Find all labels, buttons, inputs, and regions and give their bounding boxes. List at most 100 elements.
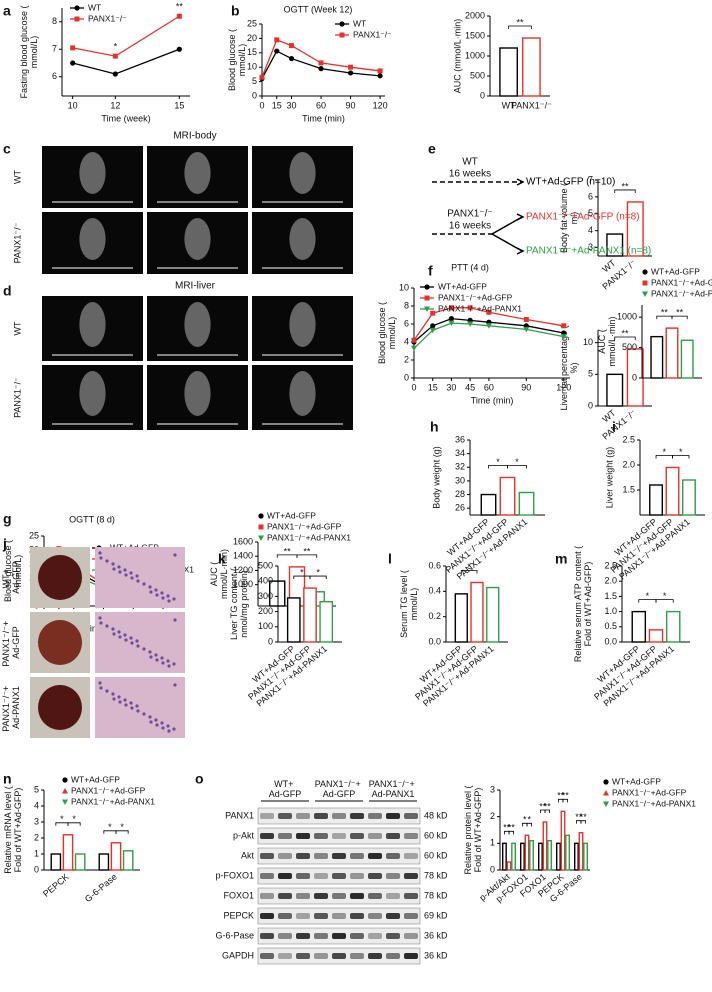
x-tick-label: 120 [373, 100, 388, 110]
bar [574, 842, 579, 871]
y-tick-label: 4 [404, 336, 409, 346]
row-label: p-Akt [233, 830, 255, 840]
significance: ** [562, 791, 570, 801]
data-point [430, 323, 436, 329]
nucleus [111, 562, 115, 566]
row-label: GAPDH [222, 950, 254, 960]
row-label: WT [12, 170, 22, 184]
blot-band [314, 833, 328, 839]
blot-band [350, 833, 364, 839]
nucleus [112, 697, 116, 701]
nucleus [99, 556, 103, 560]
size-label: 60 kD [424, 850, 448, 860]
nucleus [161, 661, 165, 665]
y-axis-label: Blood glucose (mmol/L) [377, 302, 397, 364]
blot-band [332, 833, 346, 839]
bar [650, 335, 664, 379]
bar [606, 373, 624, 407]
bar [499, 47, 518, 97]
significance-bracket [507, 465, 527, 469]
y-tick-label: 1400 [233, 551, 253, 561]
blot-band [278, 873, 292, 879]
nucleus [160, 721, 164, 725]
bar [665, 327, 679, 379]
blot-band [386, 893, 400, 899]
data-point [448, 305, 454, 311]
nucleus [154, 653, 158, 657]
group-name: PANX1⁻/⁻ [447, 209, 492, 220]
blot-band [260, 933, 274, 939]
y-tick-label: 5 [34, 784, 39, 794]
blot-band [296, 813, 310, 819]
legend-label: PANX1⁻/⁻+Ad-PANX1 [71, 796, 155, 806]
bar [480, 493, 497, 516]
bar [682, 479, 696, 516]
panel-letter: m [555, 551, 567, 567]
significance: * [496, 457, 500, 467]
arm-label: WT+Ad-GFP (n=10) [526, 177, 615, 188]
significance-bracket [296, 554, 318, 558]
y-axis-label: Relative mRNA level (Fold of WT+Ad-GFP) [3, 786, 23, 874]
significance: * [108, 822, 112, 832]
blot-band [404, 933, 418, 939]
nucleus [161, 596, 165, 600]
series-line [261, 38, 381, 78]
significance-bracket [562, 798, 568, 803]
significance: ** [303, 546, 311, 556]
significance: ** [544, 801, 552, 811]
size-label: 78 kD [424, 890, 448, 900]
bar [542, 821, 548, 871]
significance-bracket [580, 820, 586, 824]
y-tick-label: 2 [34, 832, 39, 842]
significance: * [515, 457, 519, 467]
blot-band [350, 873, 364, 879]
nucleus [99, 621, 103, 625]
row-label: PANX1⁻/⁻+ Ad-PANX1 [1, 683, 21, 732]
data-point [467, 321, 474, 327]
y-tick-label: 2.5 [622, 434, 635, 444]
blot-band [260, 913, 274, 919]
blot-band [368, 873, 382, 879]
y-tick-label: 0 [632, 372, 637, 382]
bar [560, 810, 566, 871]
nucleus [142, 712, 146, 716]
legend-label: WT [353, 18, 366, 28]
blot-band [386, 833, 400, 839]
y-tick-label: 500 [470, 70, 485, 80]
x-tick-label: 90 [521, 382, 531, 392]
significance: * [523, 815, 527, 825]
blot-band [314, 813, 328, 819]
y-tick-label: 0 [34, 864, 39, 874]
significance: * [114, 42, 118, 52]
mri-body [289, 152, 316, 194]
panel-letter: n [3, 771, 12, 787]
blot-band [386, 913, 400, 919]
arrow [516, 178, 525, 186]
bar [522, 37, 541, 97]
y-tick-label: 0.4 [428, 586, 441, 596]
legend-marker [258, 513, 264, 519]
legend-label: PANX1⁻/⁻+Ad-PANX1 [267, 532, 351, 542]
significance: * [663, 591, 667, 601]
bar [286, 597, 301, 643]
data-point [112, 53, 118, 59]
nucleus [172, 597, 176, 601]
group-duration: 16 weeks [449, 169, 491, 180]
bar [303, 587, 317, 643]
nucleus [124, 638, 128, 642]
histology [95, 547, 185, 608]
panel-letter: a [3, 3, 11, 19]
legend-marker [603, 790, 609, 796]
data-point [377, 68, 383, 74]
bar [583, 842, 588, 871]
bar [524, 834, 530, 871]
y-tick-label: 5 [588, 369, 593, 379]
blot-band [386, 953, 400, 959]
y-tick-label: 1600 [233, 536, 253, 546]
nucleus [166, 594, 170, 598]
y-tick-label: 0.6 [428, 560, 441, 570]
panel-letter: l [388, 551, 392, 567]
blot-band [332, 873, 346, 879]
legend-marker [62, 799, 68, 805]
